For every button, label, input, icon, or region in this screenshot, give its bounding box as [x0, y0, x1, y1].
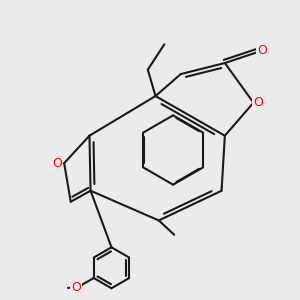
Text: O: O — [257, 44, 267, 57]
Text: O: O — [71, 281, 81, 294]
Text: O: O — [254, 96, 263, 109]
Text: O: O — [52, 157, 62, 170]
